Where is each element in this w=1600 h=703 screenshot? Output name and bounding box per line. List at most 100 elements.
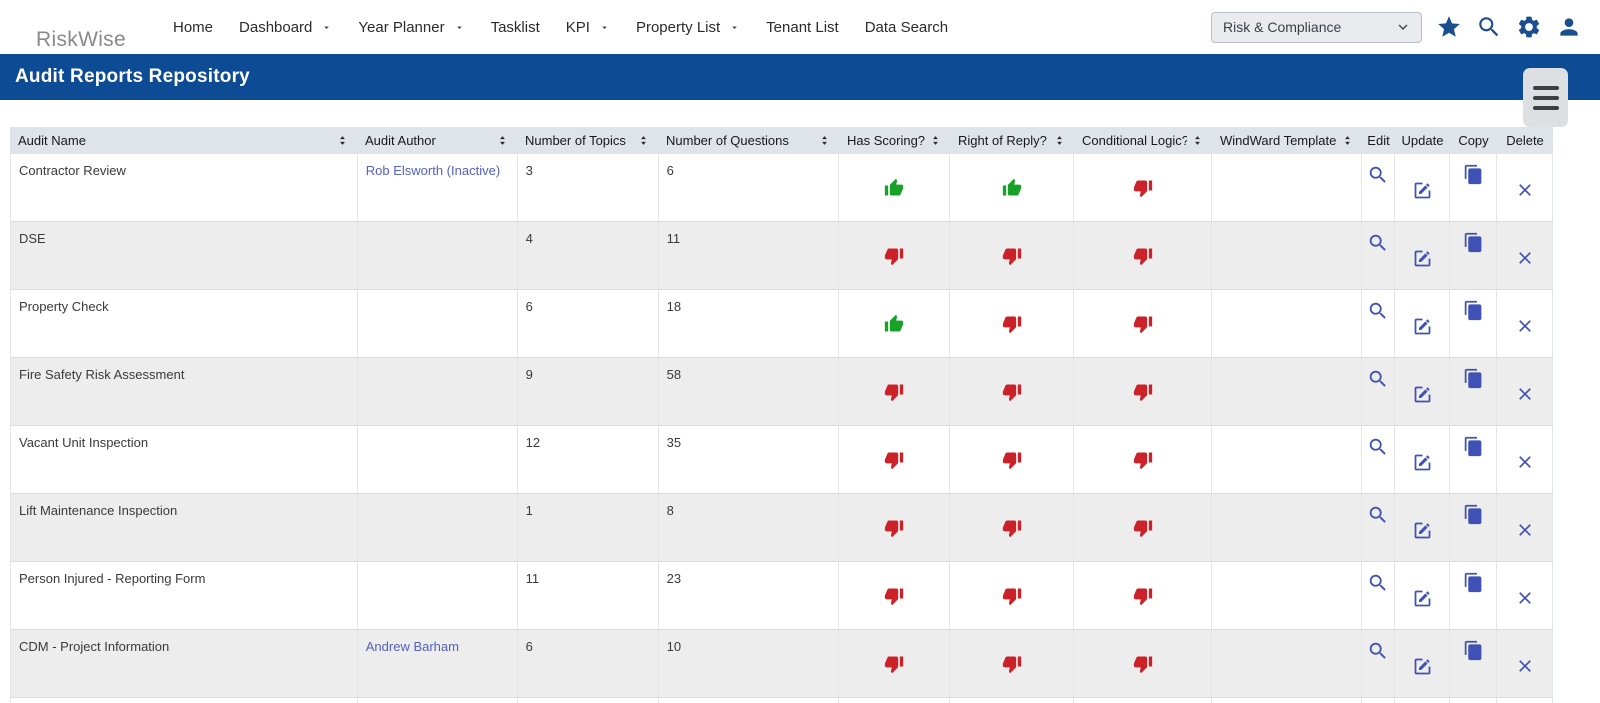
close-icon[interactable] xyxy=(1515,248,1535,268)
edit-button[interactable] xyxy=(1362,222,1396,289)
copy-icon[interactable] xyxy=(1463,640,1484,661)
update-button[interactable] xyxy=(1395,494,1451,561)
close-icon[interactable] xyxy=(1515,656,1535,676)
column-header-audit-author[interactable]: Audit Author xyxy=(357,127,517,154)
search-icon[interactable] xyxy=(1367,640,1389,662)
search-icon[interactable] xyxy=(1367,300,1389,322)
delete-button[interactable] xyxy=(1497,562,1554,629)
delete-button[interactable] xyxy=(1497,426,1554,493)
copy-button[interactable] xyxy=(1450,154,1498,221)
update-button[interactable] xyxy=(1395,290,1451,357)
cell-windward-template xyxy=(1212,358,1363,425)
copy-button[interactable] xyxy=(1450,426,1498,493)
delete-button[interactable] xyxy=(1497,222,1554,289)
column-label: Audit Name xyxy=(18,133,86,148)
edit-button[interactable] xyxy=(1362,630,1396,697)
copy-button[interactable] xyxy=(1450,358,1498,425)
edit-button[interactable] xyxy=(1362,562,1396,629)
column-header-has-scoring[interactable]: Has Scoring? xyxy=(839,127,950,154)
delete-button[interactable] xyxy=(1497,290,1554,357)
nav-item-property-list[interactable]: Property List xyxy=(623,9,753,46)
close-icon[interactable] xyxy=(1515,520,1535,540)
column-header-right-of-reply[interactable]: Right of Reply? xyxy=(950,127,1074,154)
copy-icon[interactable] xyxy=(1463,504,1484,525)
edit-square-icon[interactable] xyxy=(1412,248,1433,269)
edit-button[interactable] xyxy=(1362,358,1396,425)
search-icon[interactable] xyxy=(1367,368,1389,390)
copy-icon[interactable] xyxy=(1463,232,1484,253)
copy-icon[interactable] xyxy=(1463,164,1484,185)
copy-button[interactable] xyxy=(1450,562,1498,629)
column-header-audit-name[interactable]: Audit Name xyxy=(10,127,357,154)
delete-button[interactable] xyxy=(1497,494,1554,561)
settings-button[interactable] xyxy=(1516,14,1542,40)
copy-button[interactable] xyxy=(1450,630,1498,697)
search-icon[interactable] xyxy=(1367,436,1389,458)
nav-item-data-search[interactable]: Data Search xyxy=(852,9,961,46)
module-select[interactable]: Risk & Compliance xyxy=(1211,11,1422,43)
cell-right-of-reply xyxy=(950,426,1075,493)
delete-button[interactable] xyxy=(1497,630,1554,697)
user-button[interactable] xyxy=(1556,14,1582,40)
copy-icon[interactable] xyxy=(1463,368,1484,389)
edit-button[interactable] xyxy=(1362,290,1396,357)
close-icon[interactable] xyxy=(1515,316,1535,336)
edit-square-icon[interactable] xyxy=(1412,656,1433,677)
nav-right: Risk & Compliance xyxy=(1211,11,1582,43)
cell-has-scoring xyxy=(839,358,951,425)
table-row: Contractor Review Rob Elsworth (Inactive)… xyxy=(10,154,1554,222)
copy-icon[interactable] xyxy=(1463,572,1484,593)
search-icon[interactable] xyxy=(1367,504,1389,526)
edit-square-icon[interactable] xyxy=(1412,180,1433,201)
close-icon[interactable] xyxy=(1515,384,1535,404)
edit-square-icon[interactable] xyxy=(1412,588,1433,609)
nav-item-year-planner[interactable]: Year Planner xyxy=(345,9,477,46)
nav-item-tenant-list[interactable]: Tenant List xyxy=(753,9,852,46)
copy-button[interactable] xyxy=(1450,494,1498,561)
close-icon[interactable] xyxy=(1515,180,1535,200)
nav-item-home[interactable]: Home xyxy=(160,9,226,46)
cell-has-scoring xyxy=(839,494,951,561)
update-button[interactable] xyxy=(1395,562,1451,629)
delete-button[interactable] xyxy=(1497,154,1554,221)
copy-icon[interactable] xyxy=(1463,300,1484,321)
audit-author-link[interactable]: Andrew Barham xyxy=(365,639,459,654)
edit-square-icon[interactable] xyxy=(1412,316,1433,337)
audit-author-link[interactable]: Rob Elsworth (Inactive) xyxy=(365,163,501,178)
thumb-down-icon xyxy=(1133,314,1153,334)
edit-square-icon[interactable] xyxy=(1412,384,1433,405)
delete-button[interactable] xyxy=(1497,358,1554,425)
nav-item-dashboard[interactable]: Dashboard xyxy=(226,9,345,46)
edit-button[interactable] xyxy=(1362,154,1396,221)
menu-toggle-button[interactable] xyxy=(1523,68,1568,127)
person-icon xyxy=(1556,14,1582,40)
update-button[interactable] xyxy=(1395,154,1451,221)
update-button[interactable] xyxy=(1395,222,1451,289)
update-button[interactable] xyxy=(1395,358,1451,425)
copy-button[interactable] xyxy=(1450,222,1498,289)
search-icon[interactable] xyxy=(1367,572,1389,594)
column-header-conditional-logic[interactable]: Conditional Logic? xyxy=(1074,127,1212,154)
close-icon[interactable] xyxy=(1515,452,1535,472)
nav-item-kpi[interactable]: KPI xyxy=(553,9,623,46)
edit-button[interactable] xyxy=(1362,494,1396,561)
edit-square-icon[interactable] xyxy=(1412,452,1433,473)
main-content: Audit Name Audit Author Number of Topics Nu… xyxy=(0,127,1600,703)
column-header-number-of-topics[interactable]: Number of Topics xyxy=(517,127,658,154)
edit-button[interactable] xyxy=(1362,426,1396,493)
copy-icon[interactable] xyxy=(1463,436,1484,457)
brand-logo[interactable]: RiskWise xyxy=(28,4,134,50)
search-icon[interactable] xyxy=(1367,164,1389,186)
column-header-number-of-questions[interactable]: Number of Questions xyxy=(658,127,839,154)
search-icon[interactable] xyxy=(1367,232,1389,254)
nav-item-tasklist[interactable]: Tasklist xyxy=(478,9,553,46)
column-header-windward-template[interactable]: WindWard Template xyxy=(1212,127,1362,154)
favorites-button[interactable] xyxy=(1436,14,1462,40)
search-button[interactable] xyxy=(1476,14,1502,40)
edit-square-icon[interactable] xyxy=(1412,520,1433,541)
caret-down-icon xyxy=(454,22,465,33)
copy-button[interactable] xyxy=(1450,290,1498,357)
close-icon[interactable] xyxy=(1515,588,1535,608)
update-button[interactable] xyxy=(1395,426,1451,493)
update-button[interactable] xyxy=(1395,630,1451,697)
